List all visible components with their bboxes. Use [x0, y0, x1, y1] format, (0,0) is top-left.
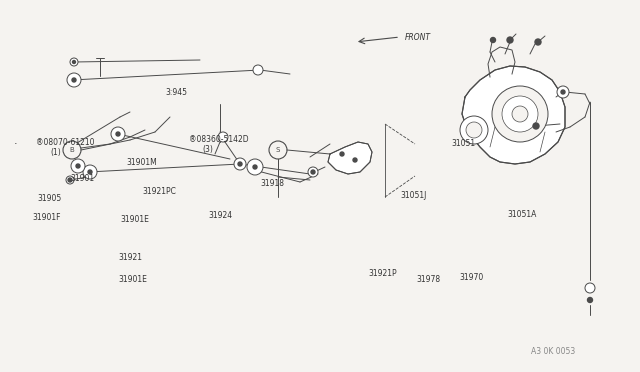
Text: 31905: 31905	[37, 194, 61, 203]
Text: S: S	[276, 147, 280, 153]
Text: 31978: 31978	[416, 275, 440, 284]
Circle shape	[66, 176, 74, 184]
Text: 31051J: 31051J	[400, 191, 426, 200]
Circle shape	[557, 86, 569, 98]
Circle shape	[253, 165, 257, 169]
Text: 31901E: 31901E	[120, 215, 149, 224]
Circle shape	[72, 78, 76, 82]
Circle shape	[88, 170, 92, 174]
Circle shape	[72, 61, 76, 64]
Circle shape	[490, 38, 495, 42]
Text: A3 0K 0053: A3 0K 0053	[531, 347, 575, 356]
Text: FRONT: FRONT	[405, 32, 431, 42]
Circle shape	[71, 159, 85, 173]
Circle shape	[588, 298, 593, 302]
Circle shape	[502, 96, 538, 132]
Text: 31921: 31921	[118, 253, 143, 262]
Text: 31921PC: 31921PC	[143, 187, 177, 196]
Text: 31924: 31924	[209, 211, 233, 220]
Circle shape	[247, 159, 263, 175]
Circle shape	[238, 162, 242, 166]
Text: 31901F: 31901F	[32, 213, 61, 222]
Text: 31921P: 31921P	[369, 269, 397, 278]
Text: 31970: 31970	[460, 273, 484, 282]
Circle shape	[311, 170, 315, 174]
Text: ®08360-5142D: ®08360-5142D	[189, 135, 249, 144]
Text: 31901: 31901	[70, 174, 95, 183]
Circle shape	[466, 122, 482, 138]
Circle shape	[253, 65, 263, 75]
Circle shape	[116, 132, 120, 136]
Circle shape	[340, 152, 344, 156]
Polygon shape	[328, 142, 372, 174]
Circle shape	[561, 90, 565, 94]
Text: 31051A: 31051A	[508, 210, 537, 219]
Text: ·: ·	[14, 140, 18, 149]
Circle shape	[533, 123, 539, 129]
Circle shape	[492, 86, 548, 142]
Circle shape	[70, 58, 78, 66]
Text: 3:945: 3:945	[165, 88, 187, 97]
Circle shape	[535, 39, 541, 45]
Circle shape	[76, 164, 80, 168]
Circle shape	[308, 167, 318, 177]
Circle shape	[111, 127, 125, 141]
Circle shape	[512, 106, 528, 122]
Text: (3): (3)	[202, 145, 213, 154]
Polygon shape	[462, 66, 565, 164]
Circle shape	[353, 158, 357, 162]
Text: B: B	[70, 147, 74, 153]
Text: 31051: 31051	[451, 139, 476, 148]
Text: 31901M: 31901M	[127, 158, 157, 167]
Circle shape	[507, 37, 513, 43]
Text: 31918: 31918	[260, 179, 284, 187]
Circle shape	[218, 132, 228, 142]
Text: 31901E: 31901E	[118, 275, 147, 284]
Text: (1): (1)	[50, 148, 61, 157]
Text: ®08070-61210: ®08070-61210	[36, 138, 94, 147]
Circle shape	[234, 158, 246, 170]
Circle shape	[460, 116, 488, 144]
Circle shape	[68, 178, 72, 182]
Circle shape	[67, 73, 81, 87]
Circle shape	[83, 165, 97, 179]
Circle shape	[585, 283, 595, 293]
